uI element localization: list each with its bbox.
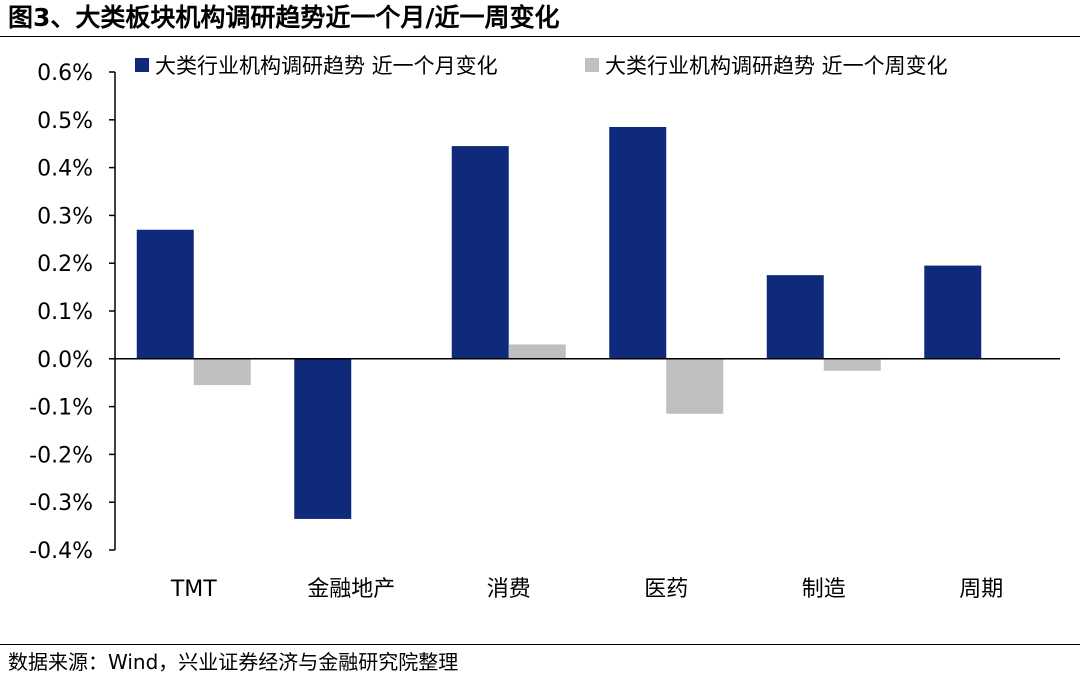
- bar-week-2: [508, 344, 566, 359]
- y-tick-label: -0.4%: [29, 539, 93, 564]
- y-tick-label: -0.1%: [29, 396, 93, 421]
- y-tick-label: 0.2%: [37, 252, 93, 277]
- legend-label-week: 大类行业机构调研趋势 近一个周变化: [605, 54, 948, 78]
- bar-week-4: [823, 358, 881, 371]
- bar-chart: 大类行业机构调研趋势 近一个月变化 大类行业机构调研趋势 近一个周变化 -0.4%…: [29, 54, 1060, 602]
- legend-swatch-week: [585, 58, 599, 72]
- legend-swatch-month: [135, 58, 149, 72]
- y-tick-label: 0.3%: [37, 204, 93, 229]
- chart-title: 图3、大类板块机构调研趋势近一个月/近一周变化: [8, 3, 560, 32]
- y-tick-label: 0.1%: [37, 300, 93, 325]
- bar-week-0: [193, 358, 251, 386]
- y-tick-label: -0.3%: [29, 491, 93, 516]
- legend: 大类行业机构调研趋势 近一个月变化 大类行业机构调研趋势 近一个周变化: [135, 54, 948, 78]
- y-tick-label: 0.5%: [37, 109, 93, 134]
- y-tick-label: -0.2%: [29, 443, 93, 468]
- bars: [136, 126, 982, 519]
- axes: [114, 72, 1060, 550]
- source-note: 数据来源：Wind，兴业证券经济与金融研究院整理: [8, 650, 459, 674]
- category-label: 周期: [959, 577, 1003, 602]
- legend-label-month: 大类行业机构调研趋势 近一个月变化: [155, 54, 498, 78]
- bottom-divider: [0, 644, 1080, 645]
- top-divider: [0, 36, 1080, 37]
- bar-month-0: [136, 229, 194, 359]
- category-label: 金融地产: [307, 577, 395, 602]
- y-ticks: -0.4% -0.3% -0.2% -0.1% 0.0% 0.1% 0.2% 0.3% 0.4%…: [29, 61, 115, 564]
- bar-month-5: [924, 265, 982, 359]
- y-tick-label: 0.0%: [37, 348, 93, 373]
- bar-month-4: [766, 275, 824, 359]
- category-labels: TMT 金融地产 消费 医药 制造 周期: [170, 577, 1003, 602]
- category-label: 医药: [644, 577, 688, 602]
- bar-week-3: [666, 358, 724, 414]
- bar-month-2: [451, 146, 509, 359]
- category-label: 消费: [487, 577, 531, 602]
- category-label: 制造: [802, 577, 846, 602]
- y-tick-label: 0.6%: [37, 61, 93, 86]
- bar-month-1: [294, 358, 352, 519]
- category-label: TMT: [170, 577, 217, 602]
- y-tick-label: 0.4%: [37, 157, 93, 182]
- bar-month-3: [609, 126, 667, 359]
